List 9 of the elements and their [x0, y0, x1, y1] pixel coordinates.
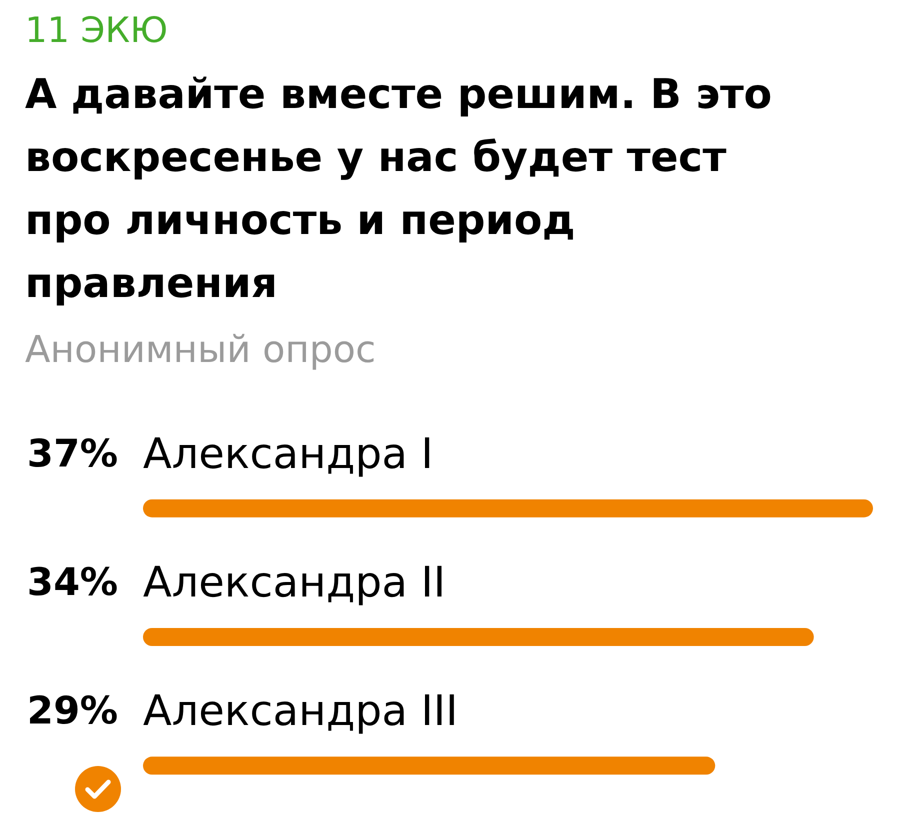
chart-subtitle: Анонимный опрос	[25, 328, 376, 372]
chart-title: А давайте вместе решим. В это воскресенье у нас будет тест про личность и период правления	[25, 69, 773, 309]
y-tick-label: Александра II	[143, 558, 446, 606]
text: 11 ЭКЮ	[25, 11, 168, 51]
data-label: 29%	[27, 688, 118, 733]
data-label: 37%	[27, 431, 118, 476]
y-tick-label: Александра III	[143, 686, 458, 736]
y-tick-label: Александра I	[143, 428, 434, 478]
data-label: 34%	[27, 560, 118, 604]
